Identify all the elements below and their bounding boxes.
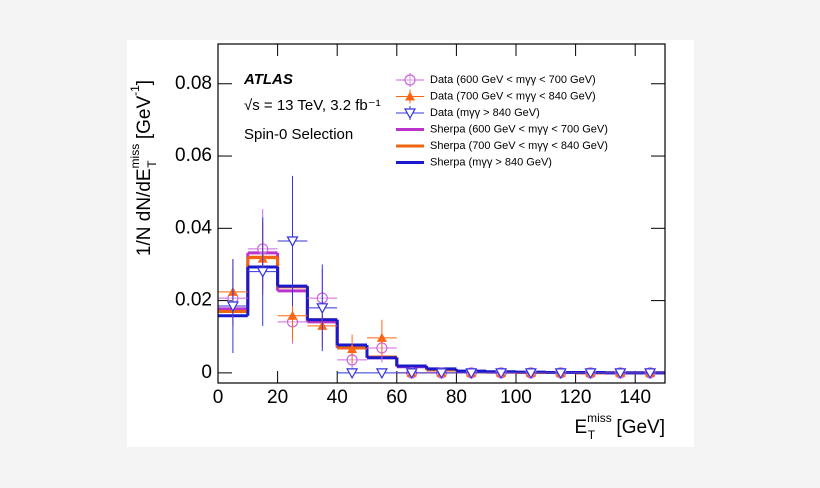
x-tick-label: 80	[446, 387, 467, 408]
plot-frame	[217, 43, 666, 384]
y-tick-label: 0.08	[175, 73, 212, 94]
x-tick-label: 60	[386, 387, 407, 408]
legend-marker	[405, 91, 415, 101]
y-axis-label-part: miss	[128, 144, 142, 169]
x-tick-label: 40	[327, 387, 348, 408]
x-axis-label-part: [GeV]	[611, 417, 665, 438]
marker	[376, 332, 387, 342]
legend-item: Sherpa (600 GeV < mγγ < 700 GeV)	[396, 123, 608, 135]
legend-item: Data (600 GeV < mγγ < 700 GeV)	[396, 73, 596, 87]
marker	[495, 368, 508, 380]
y-axis-label-part: -1	[128, 85, 142, 96]
marker	[614, 368, 627, 380]
y-axis-label-part: 1/N dN/dE	[134, 168, 155, 256]
y-tick-label: 0.06	[175, 145, 212, 166]
y-tick-label: 0	[201, 362, 212, 383]
legend-item: Sherpa (700 GeV < mγγ < 840 GeV)	[396, 140, 608, 152]
y-axis-label: 1/N dN/dEmiss T [GeV-1]	[128, 80, 159, 256]
marker	[256, 267, 269, 278]
legend-label: Data (600 GeV < mγγ < 700 GeV)	[430, 74, 596, 86]
annotation: √s = 13 TeV, 3.2 fb⁻¹	[244, 97, 381, 114]
legend-label: Data (700 GeV < mγγ < 840 GeV)	[430, 90, 596, 102]
marker	[346, 368, 359, 380]
marker	[316, 303, 329, 315]
marker	[286, 236, 299, 248]
y-axis-label-part: ]	[134, 80, 155, 85]
marker	[226, 301, 239, 313]
legend-label: Data (mγγ > 840 GeV)	[430, 107, 540, 119]
y-tick-label: 0.04	[175, 217, 212, 238]
legend-label: Sherpa (mγγ > 840 GeV)	[430, 156, 552, 168]
marker	[584, 368, 597, 380]
legend-marker	[403, 108, 417, 120]
marker	[524, 368, 537, 380]
marker	[465, 368, 478, 380]
x-axis-label-part: miss	[587, 411, 612, 425]
marker	[435, 368, 448, 380]
y-axis-label-part: [GeV	[134, 96, 155, 145]
marker	[644, 368, 657, 380]
legend-item: Data (mγγ > 840 GeV)	[396, 106, 540, 120]
y-tick-label: 0.02	[175, 290, 212, 311]
marker	[347, 344, 358, 354]
x-tick-label: 0	[213, 387, 224, 408]
marker	[375, 368, 388, 380]
legend-marker	[404, 74, 416, 86]
legend-item: Data (700 GeV < mγγ < 840 GeV)	[396, 89, 596, 104]
marker	[405, 368, 418, 380]
annotation: ATLAS	[243, 71, 293, 88]
y-axis-label-part: T	[145, 160, 159, 168]
x-tick-label: 20	[267, 387, 288, 408]
x-tick-label: 120	[560, 387, 592, 408]
legend-item: Sherpa (mγγ > 840 GeV)	[396, 156, 552, 168]
x-axis-label-part: E	[574, 417, 587, 438]
legend-label: Sherpa (600 GeV < mγγ < 700 GeV)	[430, 123, 608, 135]
marker	[287, 310, 298, 320]
legend-label: Sherpa (700 GeV < mγγ < 840 GeV)	[430, 140, 608, 152]
x-axis-label: Emiss T [GeV]	[574, 411, 665, 442]
marker	[554, 368, 567, 380]
x-tick-label: 100	[500, 387, 532, 408]
annotation: Spin-0 Selection	[244, 126, 353, 143]
x-axis-label-part: T	[588, 428, 596, 442]
x-tick-label: 140	[619, 387, 651, 408]
